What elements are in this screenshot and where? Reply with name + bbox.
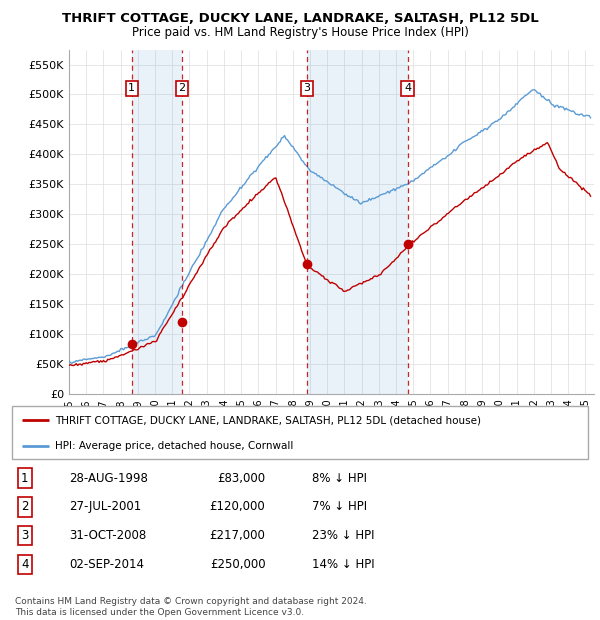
Bar: [132, 50, 182, 394]
Text: 1: 1: [21, 472, 28, 485]
Text: 1: 1: [128, 84, 136, 94]
Text: £217,000: £217,000: [209, 529, 265, 542]
Bar: [307, 50, 407, 394]
Text: Contains HM Land Registry data © Crown copyright and database right 2024.
This d: Contains HM Land Registry data © Crown c…: [15, 598, 367, 617]
Text: 8% ↓ HPI: 8% ↓ HPI: [311, 472, 367, 485]
Text: 4: 4: [404, 84, 411, 94]
Text: £83,000: £83,000: [217, 472, 265, 485]
Text: 23% ↓ HPI: 23% ↓ HPI: [311, 529, 374, 542]
Text: 02-SEP-2014: 02-SEP-2014: [70, 558, 145, 571]
Text: 4: 4: [21, 558, 28, 571]
Text: £250,000: £250,000: [210, 558, 265, 571]
Text: THRIFT COTTAGE, DUCKY LANE, LANDRAKE, SALTASH, PL12 5DL (detached house): THRIFT COTTAGE, DUCKY LANE, LANDRAKE, SA…: [55, 415, 481, 425]
Text: 2: 2: [178, 84, 185, 94]
Text: HPI: Average price, detached house, Cornwall: HPI: Average price, detached house, Corn…: [55, 441, 293, 451]
Text: £120,000: £120,000: [209, 500, 265, 513]
Text: 31-OCT-2008: 31-OCT-2008: [70, 529, 147, 542]
Text: 3: 3: [21, 529, 28, 542]
Text: 7% ↓ HPI: 7% ↓ HPI: [311, 500, 367, 513]
Text: 27-JUL-2001: 27-JUL-2001: [70, 500, 142, 513]
Text: 2: 2: [21, 500, 28, 513]
FancyBboxPatch shape: [12, 406, 588, 459]
Text: 14% ↓ HPI: 14% ↓ HPI: [311, 558, 374, 571]
Text: 3: 3: [304, 84, 311, 94]
Text: Price paid vs. HM Land Registry's House Price Index (HPI): Price paid vs. HM Land Registry's House …: [131, 26, 469, 39]
Text: THRIFT COTTAGE, DUCKY LANE, LANDRAKE, SALTASH, PL12 5DL: THRIFT COTTAGE, DUCKY LANE, LANDRAKE, SA…: [62, 12, 538, 25]
Text: 28-AUG-1998: 28-AUG-1998: [70, 472, 148, 485]
